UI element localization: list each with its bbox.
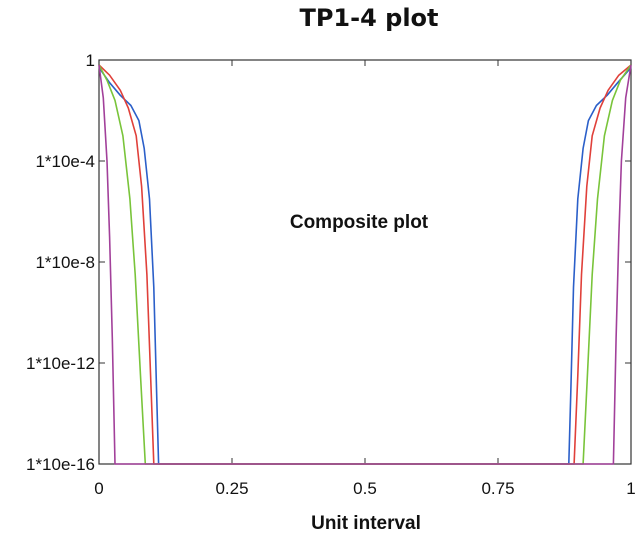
- series-line-1: [98, 67, 632, 465]
- x-tick-label: 0: [94, 479, 103, 498]
- series-group: [98, 64, 632, 465]
- series-line-3: [98, 64, 632, 465]
- x-tick-label: 0.25: [215, 479, 248, 498]
- y-tick-label: 1*10e-8: [35, 253, 95, 272]
- plot-frame: [98, 59, 632, 465]
- series-line-4: [98, 64, 632, 465]
- x-tick-label: 0.5: [353, 479, 377, 498]
- x-tick-label: 0.75: [481, 479, 514, 498]
- x-axis-label: Unit interval: [311, 513, 421, 534]
- y-tick-label: 1*10e-16: [26, 455, 95, 474]
- y-tick-label: 1*10e-12: [26, 354, 95, 373]
- plot-annotation: Composite plot: [290, 212, 429, 233]
- chart-title: TP1-4 plot: [299, 4, 438, 32]
- series-line-2: [98, 64, 632, 465]
- y-tick-label: 1: [86, 51, 95, 70]
- y-tick-label: 1*10e-4: [35, 152, 95, 171]
- axis-ticks: 0 0.25 0.5 0.75 1 1 1*10e-4 1*10e-8 1*10e-12 1*10…: [26, 51, 636, 498]
- x-tick-label: 1: [626, 479, 635, 498]
